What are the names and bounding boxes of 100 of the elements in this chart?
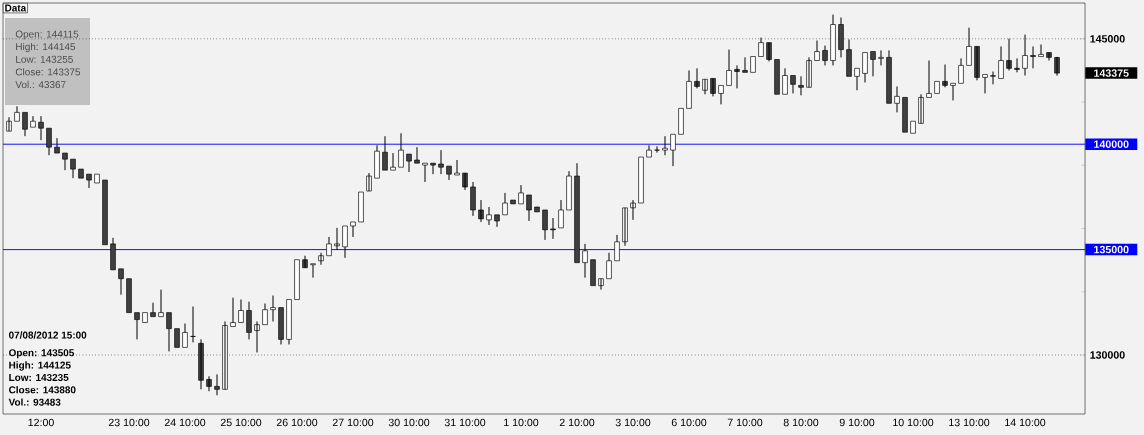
candlestick <box>398 132 404 168</box>
candlestick <box>726 49 732 86</box>
candlestick <box>1038 44 1044 57</box>
candlestick <box>638 156 644 204</box>
x-tick-label: 3 10:00 <box>615 418 651 427</box>
candlestick <box>214 373 220 396</box>
candlestick <box>102 179 108 246</box>
candlestick <box>374 144 380 179</box>
candlestick <box>646 144 652 158</box>
candlestick <box>990 71 996 85</box>
candlestick <box>438 149 444 175</box>
annotation: Low: 143235 <box>9 373 69 382</box>
x-tick-label: 1 10:00 <box>504 418 539 427</box>
candlestick <box>182 323 188 348</box>
candlestick <box>958 57 964 84</box>
candlestick <box>614 234 620 262</box>
candlestick <box>142 312 148 323</box>
candlestick <box>494 214 500 228</box>
candlestick <box>662 135 668 156</box>
x-tick-label: 7 10:00 <box>727 418 763 427</box>
candlestick <box>1030 45 1036 69</box>
candlestick <box>270 295 276 322</box>
y-tick-label: 145000 <box>1090 35 1125 43</box>
candlestick <box>886 49 892 104</box>
annotation: High: 144125 <box>9 361 71 371</box>
candlestick <box>14 105 20 122</box>
annotation: Close: 143375 <box>15 68 81 76</box>
x-tick-label: 6 10:00 <box>671 418 707 427</box>
candlestick <box>822 45 828 66</box>
x-tick-label: 2 10:00 <box>559 418 595 427</box>
candlestick <box>454 159 460 176</box>
x-tick-label: 10 10:00 <box>893 418 934 427</box>
x-tick-label: 14 10:00 <box>1005 418 1046 427</box>
candlestick <box>934 81 940 94</box>
candlestick <box>630 199 636 221</box>
annotation: Vol.: 93483 <box>8 398 61 406</box>
candlestick <box>110 237 116 271</box>
candlestick <box>878 49 884 66</box>
candlestick <box>118 268 124 296</box>
candlestick <box>174 328 180 348</box>
candlestick <box>30 115 36 128</box>
candlestick <box>750 56 756 73</box>
candlestick <box>310 263 316 279</box>
candlestick <box>670 133 676 167</box>
candlestick <box>294 259 300 300</box>
candlestick <box>742 56 748 73</box>
candlestick <box>78 168 84 179</box>
x-tick-label: 31 10:00 <box>444 418 486 427</box>
candlestick <box>430 162 436 175</box>
candlestick <box>798 75 804 96</box>
candlestick <box>94 173 100 184</box>
candlestick <box>126 278 132 313</box>
x-tick-label: 30 10:00 <box>388 418 430 427</box>
candlestick <box>86 173 92 189</box>
annotation: Close: 143880 <box>9 386 76 394</box>
candlestick <box>342 225 348 259</box>
candlestick <box>558 199 564 229</box>
candlestick <box>246 301 252 340</box>
candlestick <box>894 85 900 113</box>
candlestick <box>54 137 60 154</box>
candlestick <box>902 97 908 133</box>
candlestick <box>486 206 492 226</box>
candlestick <box>406 153 412 173</box>
ref-line-label: 135000 <box>1094 245 1129 254</box>
annotation: High: 144145 <box>16 42 76 53</box>
candlestick <box>62 152 68 171</box>
candlestick <box>166 312 172 352</box>
x-tick-label: 25 10:00 <box>220 418 262 427</box>
candlestick <box>982 74 988 94</box>
candlestick <box>382 135 388 171</box>
candlestick <box>518 184 524 205</box>
annotation: Open: 143505 <box>9 349 75 359</box>
x-tick-label: 26 10:00 <box>276 418 318 427</box>
ref-line-label: 140000 <box>1094 140 1129 148</box>
candlestick <box>606 252 612 280</box>
candlestick <box>278 307 284 345</box>
candlestick <box>718 85 724 105</box>
candlestick <box>926 60 932 98</box>
candlestick <box>862 52 868 83</box>
candlestick <box>678 108 684 135</box>
x-tick-label: 8 10:00 <box>783 418 819 427</box>
candlestick <box>326 236 332 257</box>
candlestick <box>582 243 588 279</box>
candlestick <box>470 181 476 217</box>
candlestick <box>998 45 1004 79</box>
x-tick-label: 9 10:00 <box>839 418 875 427</box>
candlestick <box>38 115 44 141</box>
candlestick <box>22 112 28 137</box>
candlestick <box>390 152 396 171</box>
candlestick <box>150 302 156 317</box>
x-tick-label: 27 10:00 <box>332 418 374 427</box>
annotation: Data <box>5 4 27 12</box>
candlestick <box>350 221 356 238</box>
candlestick <box>358 191 364 223</box>
annotation: Low: 143255 <box>16 55 73 63</box>
candlestick <box>910 120 916 134</box>
candlestick <box>422 162 428 183</box>
candlestick <box>590 259 596 286</box>
candlestick <box>774 59 780 95</box>
candlestick <box>158 289 164 317</box>
